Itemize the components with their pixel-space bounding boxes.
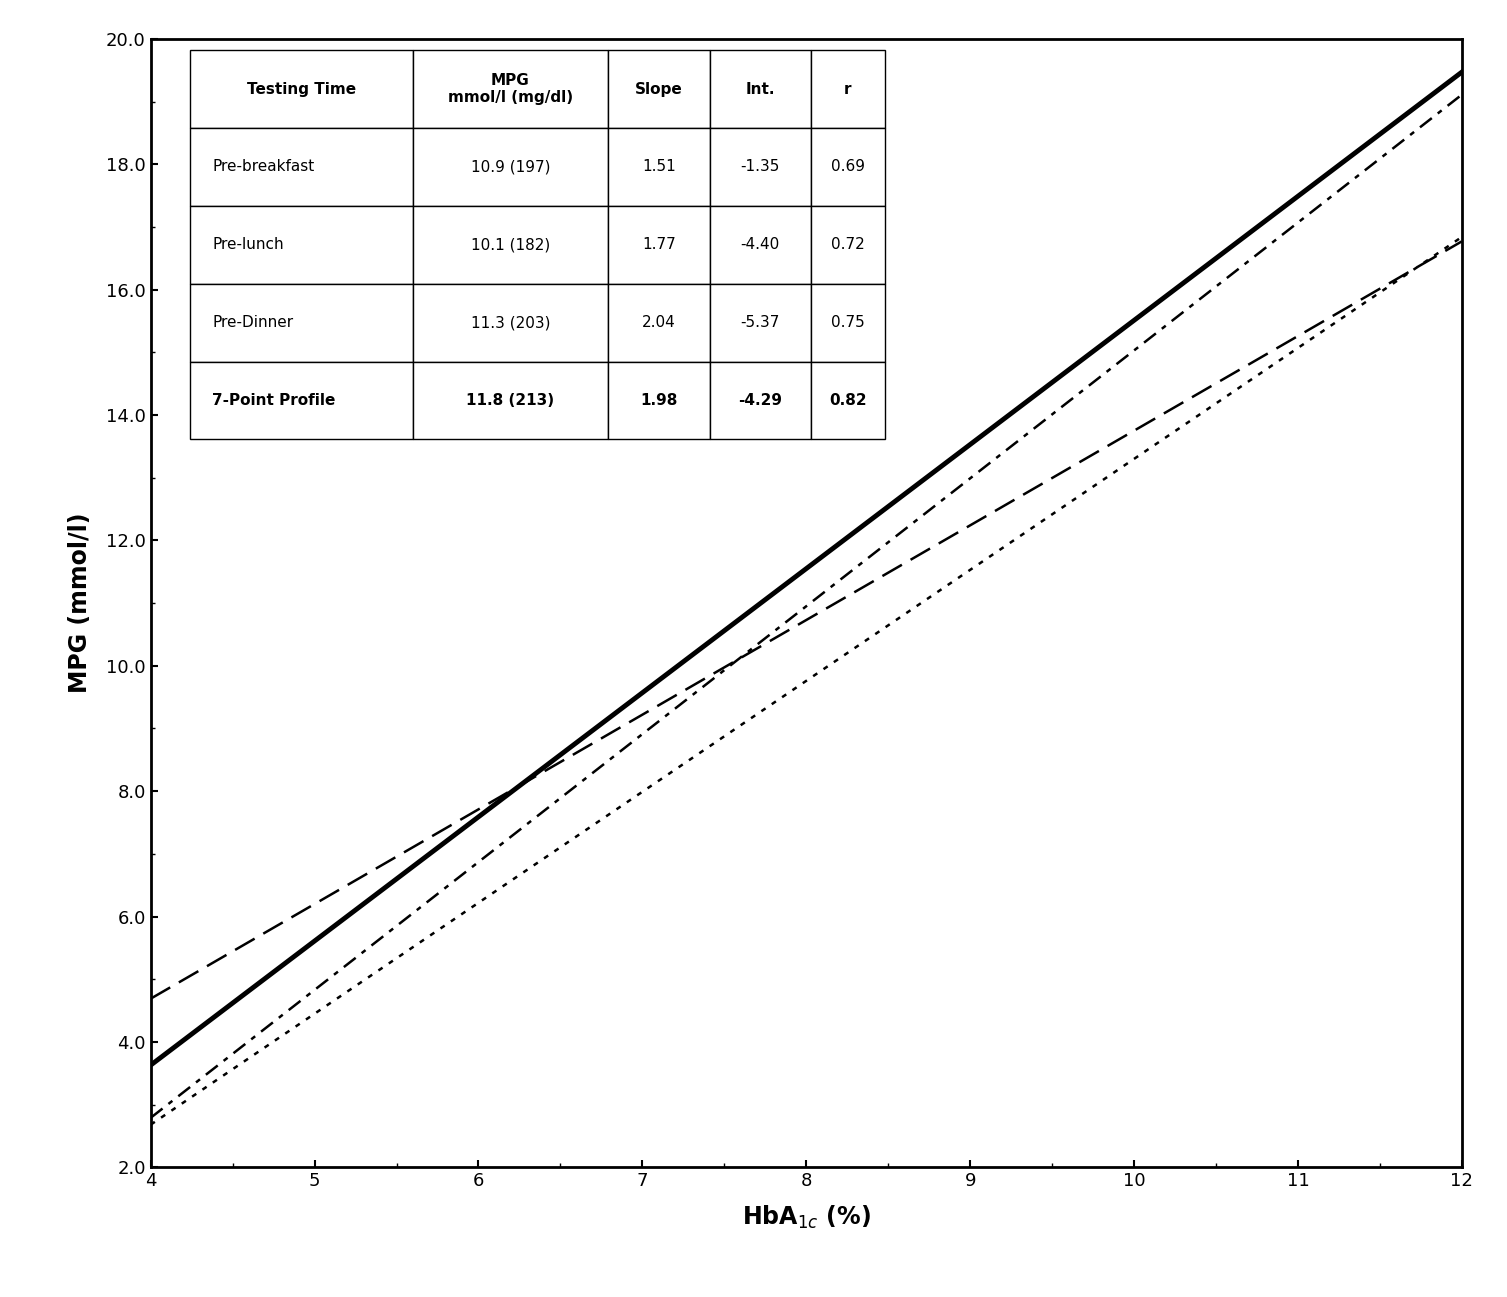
Y-axis label: MPG (mmol/l): MPG (mmol/l)	[68, 512, 92, 694]
X-axis label: HbA$_{1c}$ (%): HbA$_{1c}$ (%)	[741, 1204, 871, 1231]
